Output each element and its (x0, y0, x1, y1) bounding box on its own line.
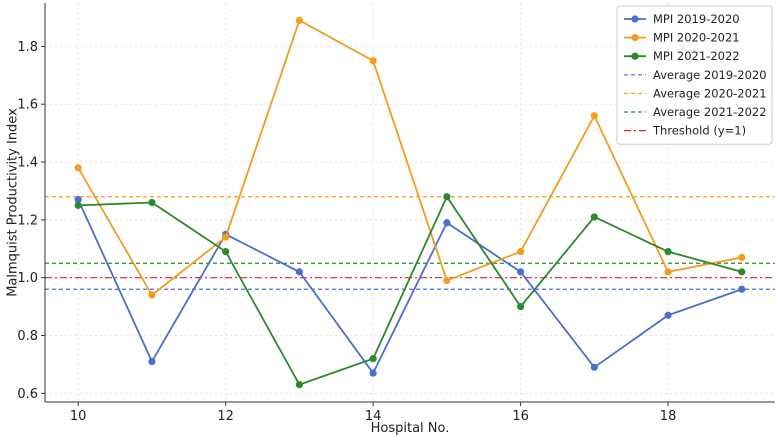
axes: 10 12 14 16 18 0.6 0.8 1.0 1.2 1.4 1.6 1.8 (17, 3, 775, 424)
series-1-point-0 (74, 164, 82, 172)
legend-label-series-2: MPI 2021-2022 (653, 49, 740, 63)
series-line-2 (78, 195, 743, 386)
x-tick-label-2: 14 (365, 409, 382, 424)
series-1-point-7 (590, 112, 598, 120)
series-0-point-8 (664, 311, 672, 319)
x-tick-label-1: 12 (217, 409, 234, 424)
y-tick-label-1: 0.8 (17, 329, 38, 344)
series-0-point-7 (590, 363, 598, 371)
legend-label-ref-0: Average 2019-2020 (653, 68, 767, 82)
series-0-point-3 (295, 268, 303, 276)
x-tick-label-4: 18 (660, 409, 677, 424)
series-2-point-1 (148, 198, 156, 207)
series-2-point-4 (369, 355, 377, 363)
legend-marker-series-0 (631, 15, 639, 23)
legend-box (616, 5, 773, 145)
series-0-point-5 (443, 219, 451, 227)
legend-label-ref-3: Threshold (y=1) (652, 124, 746, 138)
y-tick-label-2: 1.0 (17, 271, 38, 286)
series-0-point-0 (74, 196, 82, 204)
series-2-point-6 (517, 302, 525, 311)
x-axis-label: Hospital No. (371, 421, 450, 436)
series-0-point-1 (148, 357, 156, 366)
series-lines (74, 16, 746, 389)
y-axis-label: Malmquist Productivity Index (6, 108, 21, 297)
series-0-point-9 (738, 285, 746, 293)
y-tick-label-3: 1.2 (17, 213, 38, 228)
series-2-point-3 (295, 381, 303, 389)
x-tick-label-3: 16 (512, 409, 529, 424)
series-1-point-6 (517, 248, 525, 256)
series-2-point-5 (443, 193, 451, 201)
series-2-point-0 (74, 201, 82, 209)
legend-label-ref-1: Average 2020-2021 (653, 86, 767, 100)
series-1-point-3 (295, 16, 303, 24)
legend-label-ref-2: Average 2021-2022 (653, 105, 767, 119)
series-0-point-6 (517, 268, 525, 276)
x-tick-label-0: 10 (70, 409, 87, 424)
series-line-0 (77, 199, 743, 374)
series-2-point-9 (738, 268, 746, 276)
y-tick-label-4: 1.4 (17, 156, 38, 171)
legend-label-series-1: MPI 2020-2021 (653, 31, 740, 45)
series-1-point-4 (369, 57, 377, 65)
series-1-point-8 (664, 268, 672, 276)
series-2-point-8 (664, 248, 672, 256)
series-1-point-9 (738, 253, 746, 262)
series-1-point-2 (222, 233, 230, 241)
series-line-1 (77, 19, 742, 296)
legend-marker-series-2 (631, 52, 639, 60)
series-1-point-5 (443, 276, 451, 285)
series-2-point-2 (222, 248, 230, 256)
y-tick-label-6: 1.8 (17, 40, 38, 55)
series-1-point-1 (148, 291, 156, 299)
y-tick-label-0: 0.6 (17, 387, 38, 402)
y-tick-label-5: 1.6 (17, 98, 38, 113)
legend-marker-series-1 (631, 34, 639, 42)
series-2-point-7 (590, 213, 598, 221)
legend-label-series-0: MPI 2019-2020 (653, 12, 740, 26)
reference-lines (45, 196, 775, 290)
series-0-point-4 (369, 369, 377, 377)
legend: MPI 2019-2020 MPI 2020-2021 MPI 2021-2022 A… (616, 5, 773, 145)
